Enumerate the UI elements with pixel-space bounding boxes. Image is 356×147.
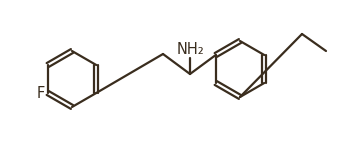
- Text: F: F: [37, 86, 45, 101]
- Text: NH₂: NH₂: [176, 42, 204, 57]
